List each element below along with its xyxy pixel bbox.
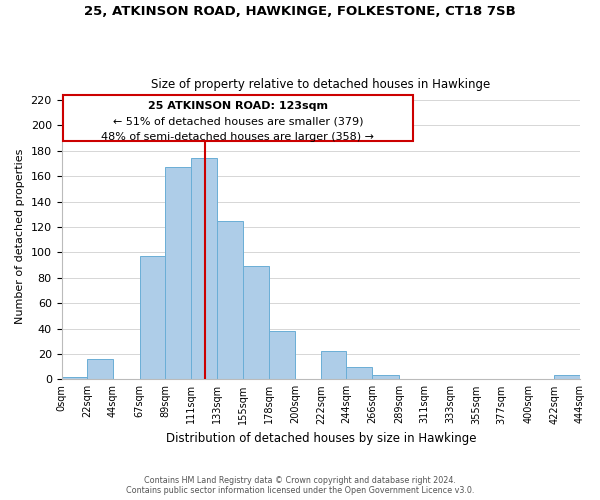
- Bar: [346, 366, 372, 380]
- Bar: [62, 377, 87, 380]
- Bar: [242, 266, 269, 380]
- Text: 48% of semi-detached houses are larger (358) →: 48% of semi-detached houses are larger (…: [101, 132, 374, 141]
- Text: 25, ATKINSON ROAD, HAWKINGE, FOLKESTONE, CT18 7SB: 25, ATKINSON ROAD, HAWKINGE, FOLKESTONE,…: [84, 5, 516, 18]
- Title: Size of property relative to detached houses in Hawkinge: Size of property relative to detached ho…: [151, 78, 490, 91]
- Bar: [554, 376, 580, 380]
- Bar: [87, 359, 113, 380]
- FancyBboxPatch shape: [62, 95, 413, 140]
- Bar: [372, 376, 399, 380]
- Bar: [217, 220, 242, 380]
- Bar: [321, 352, 346, 380]
- Bar: [140, 256, 166, 380]
- Text: Contains HM Land Registry data © Crown copyright and database right 2024.
Contai: Contains HM Land Registry data © Crown c…: [126, 476, 474, 495]
- Bar: [191, 158, 217, 380]
- Text: 25 ATKINSON ROAD: 123sqm: 25 ATKINSON ROAD: 123sqm: [148, 101, 328, 111]
- X-axis label: Distribution of detached houses by size in Hawkinge: Distribution of detached houses by size …: [166, 432, 476, 445]
- Bar: [269, 331, 295, 380]
- Y-axis label: Number of detached properties: Number of detached properties: [15, 148, 25, 324]
- Bar: [166, 167, 191, 380]
- Text: ← 51% of detached houses are smaller (379): ← 51% of detached houses are smaller (37…: [113, 116, 363, 126]
